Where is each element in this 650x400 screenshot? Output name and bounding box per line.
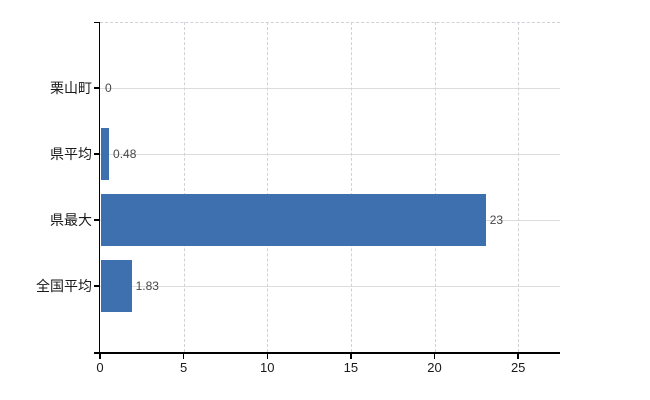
y-tick (94, 153, 100, 155)
category-label: 県最大 (50, 212, 92, 228)
category-label: 栗山町 (50, 80, 92, 96)
v-gridline (518, 22, 520, 352)
x-tick (182, 353, 185, 359)
x-tick (99, 353, 101, 359)
bar (101, 194, 486, 246)
x-tick-label: 10 (260, 360, 275, 375)
h-gridline (100, 87, 560, 89)
y-axis (98, 22, 100, 358)
y-tick (94, 285, 100, 287)
y-axis-top-tick (94, 21, 100, 23)
category-label: 全国平均 (36, 278, 92, 294)
bar-value-label: 0 (105, 81, 112, 95)
x-axis (94, 352, 560, 354)
v-gridline (183, 22, 185, 352)
x-tick (350, 353, 352, 359)
x-tick (433, 353, 436, 359)
v-gridline (267, 22, 269, 352)
category-label: 県平均 (50, 146, 92, 162)
v-gridline (350, 22, 352, 352)
bar-value-label: 1.83 (135, 279, 159, 293)
bar-value-label: 23 (489, 213, 504, 227)
h-gridline (100, 153, 560, 155)
x-tick (266, 353, 269, 359)
h-gridline (100, 285, 560, 287)
bar (101, 128, 110, 180)
y-tick (94, 219, 100, 221)
y-tick (94, 87, 100, 89)
x-tick-label: 5 (180, 360, 188, 375)
bar-value-label: 0.48 (113, 147, 137, 161)
v-gridline (434, 22, 436, 352)
x-tick-label: 25 (510, 360, 526, 375)
x-tick-label: 20 (427, 360, 442, 375)
x-tick-label: 0 (96, 360, 104, 375)
plot-top-border (100, 22, 560, 23)
x-tick (517, 353, 519, 359)
bar (101, 260, 132, 312)
x-tick-label: 15 (343, 360, 359, 375)
